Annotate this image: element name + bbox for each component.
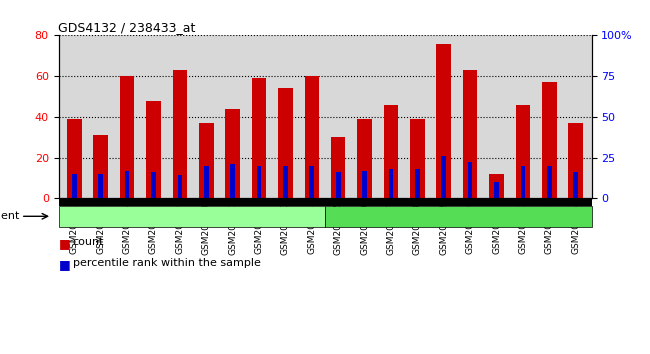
Text: count: count [73, 237, 104, 247]
Bar [151, 172, 156, 198]
Bar [283, 166, 288, 198]
Bar [489, 174, 504, 198]
Bar [199, 123, 213, 198]
Bar [336, 172, 341, 198]
Bar [542, 82, 556, 198]
Text: pioglitazone: pioglitazone [424, 211, 492, 221]
Bar [177, 176, 182, 198]
Bar [515, 105, 530, 198]
Bar [362, 171, 367, 198]
Bar [410, 119, 424, 198]
Text: ■: ■ [58, 258, 70, 272]
Bar [67, 119, 82, 198]
Bar [389, 169, 393, 198]
Bar [125, 171, 129, 198]
Text: ■: ■ [58, 237, 70, 250]
Bar [120, 76, 135, 198]
Bar [463, 70, 477, 198]
Bar [521, 166, 525, 198]
Bar [257, 166, 261, 198]
Bar [568, 123, 583, 198]
Bar [146, 101, 161, 198]
Bar [226, 109, 240, 198]
Bar [358, 119, 372, 198]
Bar [252, 78, 266, 198]
Text: pretreatment: pretreatment [155, 211, 229, 221]
Bar [441, 156, 446, 198]
Bar [547, 166, 552, 198]
Bar [230, 164, 235, 198]
Text: agent: agent [0, 211, 20, 221]
Bar [278, 88, 292, 198]
Bar [204, 166, 209, 198]
Bar [305, 76, 319, 198]
Bar [468, 162, 473, 198]
Bar [173, 70, 187, 198]
Bar [384, 105, 398, 198]
Text: GDS4132 / 238433_at: GDS4132 / 238433_at [58, 21, 196, 34]
Bar [415, 169, 420, 198]
Bar [72, 174, 77, 198]
Bar [309, 166, 314, 198]
Bar [573, 172, 578, 198]
Bar [98, 174, 103, 198]
Bar [494, 182, 499, 198]
Bar [331, 137, 345, 198]
Bar [437, 44, 451, 198]
Bar [94, 135, 108, 198]
Text: percentile rank within the sample: percentile rank within the sample [73, 258, 261, 268]
